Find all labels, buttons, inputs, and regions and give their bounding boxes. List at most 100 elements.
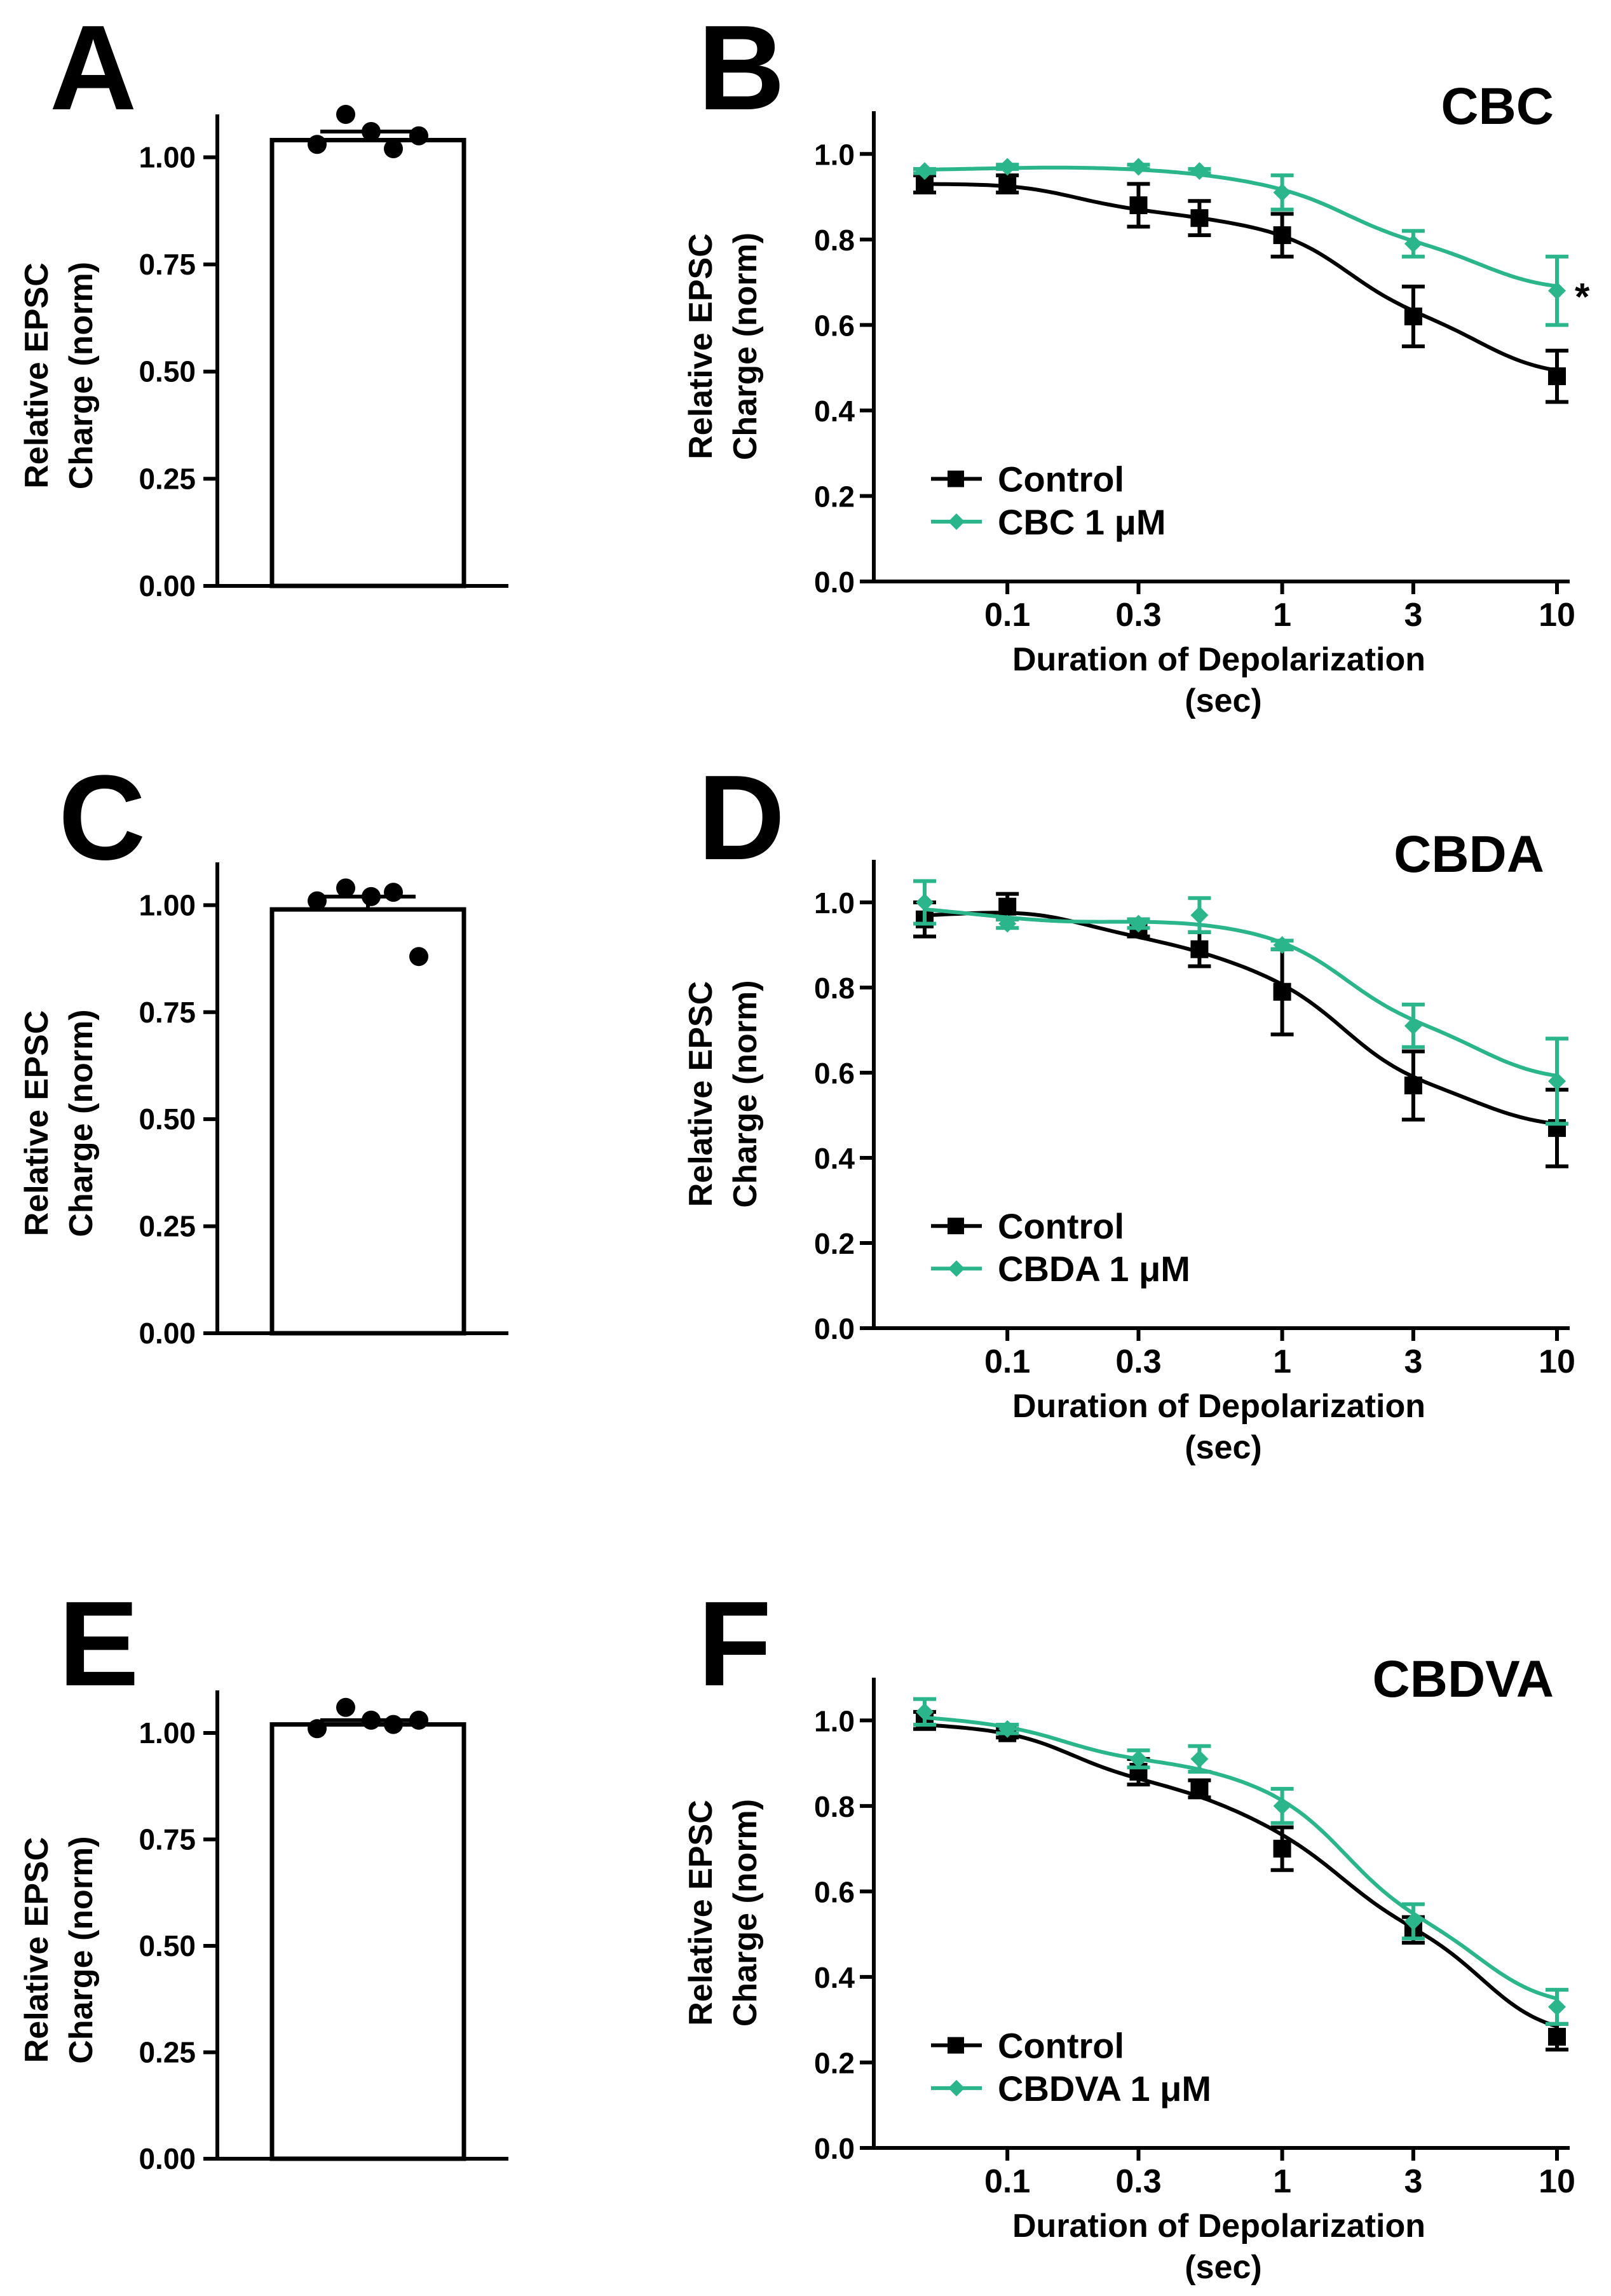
y-tick-label: 0.6 bbox=[814, 309, 855, 342]
y-tick-label: 0.25 bbox=[139, 1210, 196, 1243]
y-tick-label: 0.6 bbox=[814, 1057, 855, 1090]
data-point bbox=[308, 1719, 327, 1739]
legend-label: CBDVA 1 μM bbox=[998, 2068, 1211, 2109]
chart-title: CBDVA bbox=[1373, 1650, 1554, 1708]
y-tick-label: 0.2 bbox=[814, 1227, 855, 1260]
y-tick-label: 0.2 bbox=[814, 480, 855, 513]
y-axis-title-line: Charge (norm) bbox=[63, 1836, 100, 2063]
y-tick-label: 0.6 bbox=[814, 1875, 855, 1908]
bar bbox=[269, 1722, 466, 2161]
y-axis-title: Relative EPSC Charge (norm) bbox=[683, 1799, 764, 2027]
data-point bbox=[1129, 914, 1148, 933]
panel-E: E 0.00 0.25 0.50 0.75 1.00 Relative EPSC Charge… bbox=[18, 1577, 508, 2175]
y-axis-title-line: Relative EPSC bbox=[18, 1010, 55, 1237]
y-tick-label: 0.75 bbox=[139, 1823, 196, 1856]
x-tick-label: 3 bbox=[1404, 597, 1422, 634]
y-tick-label: 0.8 bbox=[814, 972, 855, 1005]
data-point bbox=[1548, 2028, 1566, 2046]
bar bbox=[269, 907, 466, 1336]
y-tick-label: 0.25 bbox=[139, 2036, 196, 2069]
data-point bbox=[1548, 282, 1566, 300]
y-axis-title-line: Charge (norm) bbox=[63, 262, 100, 489]
y-axis-title-line: Relative EPSC bbox=[683, 981, 719, 1207]
panel-F: F CBDVA 0.0 0.2 0.4 0.6 0.8 1.0 0.1 0.3 1 3 10 Durati… bbox=[683, 1577, 1575, 2286]
x-tick-label: 10 bbox=[1539, 2163, 1575, 2200]
data-point bbox=[916, 162, 934, 180]
data-point bbox=[998, 175, 1017, 193]
bar bbox=[269, 137, 466, 588]
panel-letter: A bbox=[50, 1, 137, 135]
data-point bbox=[1548, 367, 1566, 386]
y-tick-label: 0.50 bbox=[139, 1103, 196, 1136]
data-point bbox=[384, 883, 403, 902]
data-point bbox=[1129, 1749, 1148, 1768]
chart-title: CBDA bbox=[1394, 825, 1544, 883]
data-point bbox=[998, 158, 1017, 176]
data-point bbox=[384, 1715, 403, 1734]
y-axis-title-line: Charge (norm) bbox=[727, 233, 764, 460]
data-point bbox=[409, 126, 428, 146]
y-axis-title: Relative EPSC Charge (norm) bbox=[18, 262, 100, 489]
x-axis-title: Duration of Depolarization bbox=[1012, 2208, 1425, 2245]
y-axis-title-line: Relative EPSC bbox=[18, 262, 55, 489]
data-point bbox=[1190, 209, 1209, 228]
x-axis-title: Duration of Depolarization bbox=[1012, 641, 1425, 678]
data-point bbox=[1404, 1912, 1422, 1931]
y-axis-title-line: Charge (norm) bbox=[727, 1799, 764, 2027]
panel-C: C 0.00 0.25 0.50 0.75 1.00 Relative EPSC Charge… bbox=[18, 751, 508, 1350]
x-tick-label: 3 bbox=[1404, 1343, 1422, 1380]
panel-letter: E bbox=[58, 1577, 139, 1711]
data-point bbox=[1273, 1840, 1291, 1858]
data-point bbox=[1190, 162, 1209, 180]
y-axis-title-line: Relative EPSC bbox=[683, 1800, 719, 2026]
data-point bbox=[1190, 1779, 1209, 1798]
data-point bbox=[336, 1697, 355, 1717]
x-tick-label: 1 bbox=[1273, 1343, 1291, 1380]
panel-letter: C bbox=[58, 751, 146, 885]
data-point bbox=[1190, 906, 1209, 925]
x-tick-label: 1 bbox=[1273, 597, 1291, 634]
data-point bbox=[1273, 226, 1291, 245]
chart-title: CBC bbox=[1441, 78, 1554, 135]
x-tick-label: 0.3 bbox=[1115, 2163, 1161, 2200]
fit-curve-cbda bbox=[924, 907, 1558, 1078]
panel-letter: D bbox=[698, 751, 785, 885]
fit-curve-cbc bbox=[924, 165, 1558, 289]
data-point bbox=[308, 891, 327, 911]
x-tick-label: 1 bbox=[1273, 2163, 1291, 2200]
data-point bbox=[1404, 1017, 1422, 1035]
data-point bbox=[1273, 982, 1291, 1001]
fit-curve-control bbox=[924, 911, 1558, 1126]
data-point bbox=[916, 893, 934, 911]
data-point bbox=[1404, 307, 1422, 325]
y-tick-label: 0.2 bbox=[814, 2046, 855, 2079]
y-tick-label: 0.0 bbox=[814, 2132, 855, 2165]
y-tick-label: 0.50 bbox=[139, 355, 196, 388]
legend-marker bbox=[948, 513, 965, 530]
legend-marker bbox=[948, 470, 964, 487]
x-tick-label: 0.3 bbox=[1115, 1343, 1161, 1380]
fit-curve-control bbox=[924, 1723, 1558, 2028]
x-tick-label: 0.3 bbox=[1115, 597, 1161, 634]
data-point bbox=[1190, 1749, 1209, 1768]
x-tick-label: 0.1 bbox=[984, 2163, 1030, 2200]
y-tick-label: 0.0 bbox=[814, 1312, 855, 1345]
x-tick-label: 10 bbox=[1539, 1343, 1575, 1380]
y-tick-label: 0.8 bbox=[814, 1790, 855, 1823]
data-point bbox=[1404, 234, 1422, 253]
legend-label: CBDA 1 μM bbox=[998, 1249, 1190, 1289]
fit-curve-control bbox=[924, 182, 1558, 372]
panel-A: A 0.00 0.25 0.50 0.75 1.00 Relative EPSC Charge… bbox=[18, 1, 508, 602]
significance-marker: * bbox=[1575, 276, 1590, 318]
y-tick-label: 0.00 bbox=[139, 569, 196, 602]
x-tick-label: 10 bbox=[1539, 597, 1575, 634]
y-tick-label: 0.4 bbox=[814, 1142, 855, 1175]
panel-B: B CBC 0.0 0.2 0.4 0.6 0.8 1.0 0.1 0.3 1 3 10 Duration… bbox=[683, 1, 1590, 719]
data-point bbox=[998, 897, 1017, 916]
y-tick-label: 1.0 bbox=[814, 138, 855, 171]
data-point bbox=[362, 886, 381, 906]
y-axis-title-line: Relative EPSC bbox=[18, 1837, 55, 2063]
fit-curve-cbdva bbox=[924, 1715, 1558, 2001]
legend-marker bbox=[948, 2037, 964, 2054]
y-axis-title: Relative EPSC Charge (norm) bbox=[683, 980, 764, 1207]
